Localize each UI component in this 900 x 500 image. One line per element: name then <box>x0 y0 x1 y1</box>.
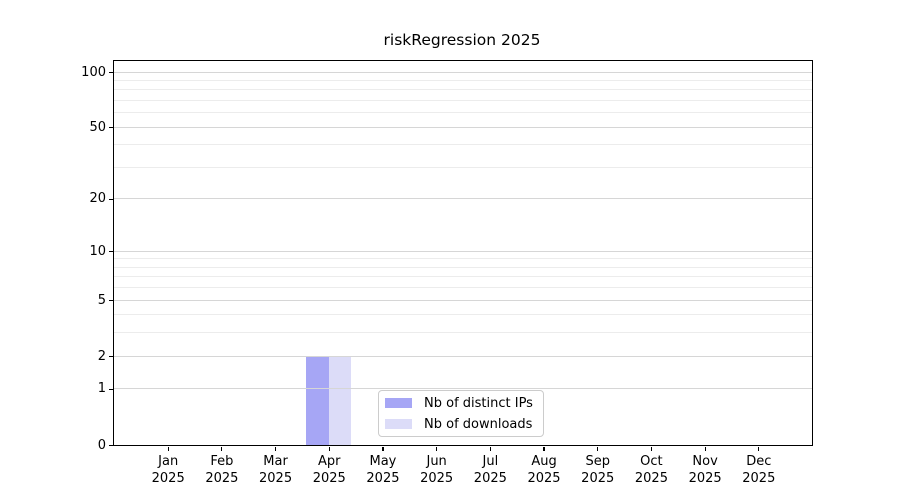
x-tick-label: Jun 2025 <box>420 454 454 486</box>
x-tick <box>543 447 545 451</box>
bar-downloads <box>328 356 352 445</box>
x-tick-label: Mar 2025 <box>259 454 293 486</box>
x-tick-label: Aug 2025 <box>527 454 561 486</box>
legend-label-distinct-ips: Nb of distinct IPs <box>424 395 533 411</box>
y-gridline-minor <box>114 314 812 316</box>
x-tick <box>758 447 760 451</box>
chart-title: riskRegression 2025 <box>383 31 541 49</box>
bars-layer <box>114 61 812 445</box>
y-gridline-minor <box>114 287 812 289</box>
y-tick-label: 20 <box>89 191 106 207</box>
y-gridline-major <box>114 250 812 252</box>
y-gridline-major <box>114 299 812 301</box>
y-gridline-major <box>114 126 812 128</box>
x-tick-label: Nov 2025 <box>688 454 722 486</box>
x-tick <box>489 447 491 451</box>
legend-item-distinct-ips: Nb of distinct IPs <box>385 394 535 413</box>
y-gridline-minor <box>114 332 812 334</box>
x-tick <box>274 447 277 451</box>
x-tick <box>382 447 384 451</box>
x-tick <box>221 447 223 451</box>
x-tick-label: Sep 2025 <box>581 454 615 486</box>
x-tick <box>704 447 706 451</box>
y-tick <box>109 127 113 129</box>
legend: Nb of distinct IPs Nb of downloads <box>378 390 544 437</box>
y-tick <box>109 445 113 447</box>
x-tick-label: Dec 2025 <box>742 454 776 486</box>
y-tick <box>109 300 113 302</box>
x-tick-label: Oct 2025 <box>634 454 668 486</box>
y-tick <box>109 198 113 201</box>
y-gridline-major <box>114 198 812 200</box>
x-tick <box>328 447 330 451</box>
y-gridline-minor <box>114 89 812 91</box>
y-tick <box>109 251 113 253</box>
plot-area <box>113 60 813 446</box>
y-tick <box>109 356 113 358</box>
y-gridline-minor <box>114 276 812 278</box>
grid-layer <box>114 61 812 445</box>
x-tick-label: Feb 2025 <box>205 454 239 486</box>
legend-item-downloads: Nb of downloads <box>385 415 535 434</box>
legend-swatch-downloads <box>385 419 412 429</box>
x-tick <box>167 447 169 451</box>
legend-swatch-distinct-ips <box>385 398 412 408</box>
y-gridline-major <box>114 71 812 73</box>
y-gridline-minor <box>114 258 812 260</box>
x-tick <box>597 447 599 451</box>
y-tick-label: 1 <box>97 381 106 397</box>
y-gridline-minor <box>114 166 812 168</box>
bar-distinct-ips <box>306 356 329 445</box>
x-tick <box>436 447 438 451</box>
x-tick-label: Jul 2025 <box>473 454 507 486</box>
y-tick-label: 100 <box>81 64 106 80</box>
y-tick-label: 0 <box>97 437 106 453</box>
y-tick-label: 50 <box>89 119 106 135</box>
y-gridline-minor <box>114 112 812 114</box>
y-gridline-major <box>114 388 812 390</box>
x-tick <box>650 447 652 451</box>
x-tick-label: May 2025 <box>366 454 400 486</box>
y-tick <box>109 72 113 74</box>
x-tick-label: Jan 2025 <box>151 454 185 486</box>
y-gridline-minor <box>114 99 812 101</box>
y-tick-label: 5 <box>97 292 106 308</box>
y-gridline-major <box>114 355 812 357</box>
x-tick-label: Apr 2025 <box>312 454 346 486</box>
y-tick <box>109 388 113 391</box>
y-gridline-minor <box>114 79 812 81</box>
y-tick-label: 2 <box>97 348 106 364</box>
y-gridline-minor <box>114 266 812 268</box>
y-tick-label: 10 <box>89 243 106 259</box>
y-gridline-minor <box>114 144 812 146</box>
legend-label-downloads: Nb of downloads <box>424 416 533 432</box>
